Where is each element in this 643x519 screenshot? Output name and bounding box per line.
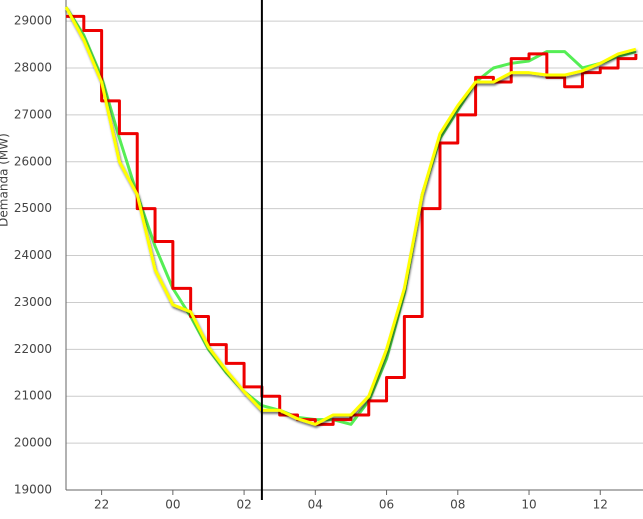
y-tick-label: 28000 <box>14 60 52 74</box>
x-tick-label: 12 <box>593 498 608 512</box>
x-tick-label: 04 <box>308 498 323 512</box>
y-tick-label: 19000 <box>14 483 52 497</box>
y-tick-label: 24000 <box>14 248 52 262</box>
x-tick-label: 06 <box>379 498 394 512</box>
y-tick-label: 25000 <box>14 201 52 215</box>
x-tick-label: 08 <box>450 498 465 512</box>
series-line <box>66 14 638 426</box>
x-tick-label: 02 <box>236 498 251 512</box>
y-tick-label: 29000 <box>14 14 52 28</box>
y-tick-label: 20000 <box>14 436 52 450</box>
series-line <box>64 6 637 426</box>
y-tick-label: 21000 <box>14 389 52 403</box>
y-tick-label: 22000 <box>14 342 52 356</box>
x-tick-label: 00 <box>165 498 180 512</box>
series-line <box>64 6 637 426</box>
y-axis-label: Demanda (MW) <box>0 133 11 227</box>
x-tick-label: 22 <box>94 498 109 512</box>
y-tick-label: 26000 <box>14 154 52 168</box>
x-tick-label: 10 <box>521 498 536 512</box>
y-tick-label: 23000 <box>14 295 52 309</box>
y-tick-label: 27000 <box>14 107 52 121</box>
